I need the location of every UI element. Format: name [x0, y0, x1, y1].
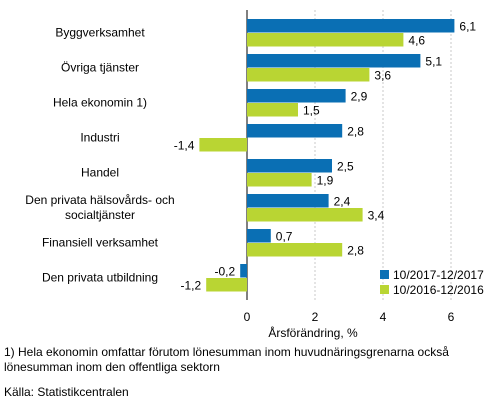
data-label: 5,1 [425, 54, 442, 68]
category-label-line: Övriga tjänster [61, 61, 139, 75]
bar-series2 [247, 173, 312, 187]
category-label-line: Handel [81, 166, 119, 180]
bar-series1 [247, 89, 346, 103]
bar-chart: 6,1 4,65,1 3,6 2,9 1,5 2,8 -1,4 2,51,92,4 3,4 0,7… [25, 10, 484, 340]
category-label: Finansiell verksamhet [42, 236, 159, 250]
bar-series1 [247, 19, 455, 33]
footnote-line-1: 1) Hela ekonomin omfattar förutom lönesu… [4, 345, 449, 359]
category-label-line: Finansiell verksamhet [42, 236, 159, 250]
data-label: 0,7 [276, 229, 293, 243]
bar-series1 [247, 194, 329, 208]
bar-series1 [247, 124, 343, 138]
data-label: 4,6 [408, 33, 425, 47]
category-label-line: Den privata hälsovårds- och [25, 193, 174, 207]
bar-series1 [247, 159, 332, 173]
data-label: 6,1 [459, 19, 476, 33]
x-tick-label: 0 [244, 310, 251, 324]
legend-swatch [380, 270, 389, 279]
bar-series2 [247, 243, 343, 257]
category-label: Industri [80, 131, 119, 145]
data-label: -1,4 [174, 138, 195, 152]
bar-series2 [247, 33, 404, 47]
data-label: 2,8 [347, 124, 364, 138]
legend-swatch [380, 285, 389, 294]
category-label-line: Hela ekonomin 1) [53, 96, 147, 110]
data-label: -1,2 [181, 278, 202, 292]
data-label: 2,9 [351, 89, 368, 103]
bar-series2 [247, 208, 363, 222]
data-label: 3,4 [368, 208, 385, 222]
data-label: 1,9 [317, 173, 334, 187]
category-label: Den privata utbildning [42, 271, 158, 285]
bar-series1 [247, 229, 271, 243]
category-label-line: Byggverksamhet [55, 26, 145, 40]
data-label: 2,5 [337, 159, 354, 173]
category-labels: Byggverksamhet Övriga tjänster Hela ekonom… [25, 26, 174, 285]
x-axis-ticks: 0 2 4 6 [244, 310, 455, 324]
category-label-line: socialtjänster [65, 208, 135, 222]
category-label: Hela ekonomin 1) [53, 96, 147, 110]
bar-series1 [247, 54, 421, 68]
category-label: Handel [81, 166, 119, 180]
category-label-line: Industri [80, 131, 119, 145]
source-note: Källa: Statistikcentralen [4, 385, 129, 399]
category-label: Den privata hälsovårds- och socialtjänste… [25, 193, 174, 222]
x-axis-label: Årsförändring, % [268, 325, 358, 340]
x-tick-label: 6 [448, 310, 455, 324]
legend-label: 10/2016-12/2016 [393, 283, 484, 297]
category-label: Övriga tjänster [61, 61, 139, 75]
bar-series2 [247, 68, 370, 82]
x-tick-label: 4 [380, 310, 387, 324]
data-label: 2,8 [347, 243, 364, 257]
data-label: -0,2 [215, 264, 236, 278]
data-label: 2,4 [334, 194, 351, 208]
bar-series2 [206, 278, 247, 292]
bar-series2 [247, 103, 298, 117]
footnote-line-2: lönesumman inom den offentliga sektorn [4, 360, 220, 374]
category-label: Byggverksamhet [55, 26, 145, 40]
data-label: 3,6 [374, 68, 391, 82]
bars: 6,1 4,65,1 3,6 2,9 1,5 2,8 -1,4 2,51,92,4 3,4 0,7… [174, 19, 476, 292]
data-label: 1,5 [303, 103, 320, 117]
bar-series2 [199, 138, 247, 152]
legend-label: 10/2017-12/2017 [393, 268, 484, 282]
bar-series1 [240, 264, 247, 278]
category-label-line: Den privata utbildning [42, 271, 158, 285]
x-tick-label: 2 [312, 310, 319, 324]
